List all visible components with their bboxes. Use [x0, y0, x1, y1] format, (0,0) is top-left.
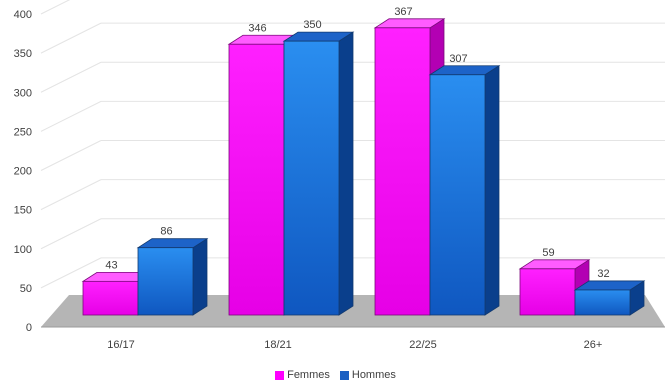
gridline-diagonal — [40, 61, 102, 93]
bar-front-face — [283, 40, 340, 316]
bar-front-face — [137, 247, 194, 316]
y-tick-label: 0 — [26, 322, 32, 334]
legend: Femmes Hommes — [0, 368, 671, 382]
bar-side-face — [338, 31, 354, 316]
bar-front-face — [228, 43, 285, 316]
x-tick-label: 22/25 — [409, 339, 437, 351]
data-label: 350 — [303, 19, 321, 31]
data-label: 367 — [394, 6, 412, 18]
gridline-diagonal — [40, 218, 102, 250]
bar — [136, 237, 209, 316]
gridline-diagonal — [40, 140, 102, 171]
bar-front-face — [82, 280, 139, 316]
data-label: 346 — [248, 22, 266, 34]
gridline-diagonal — [40, 0, 71, 15]
y-tick-label: 350 — [14, 48, 32, 60]
legend-item-hommes: Hommes — [339, 369, 396, 381]
y-tick-label: 250 — [14, 126, 32, 138]
bar-front-face — [429, 74, 486, 316]
gridline-diagonal — [40, 257, 102, 289]
legend-label-femmes: Femmes — [287, 369, 330, 381]
legend-swatch-hommes — [339, 370, 349, 380]
x-tick-label: 18/21 — [264, 339, 292, 351]
data-label: 43 — [105, 259, 117, 271]
y-tick-label: 100 — [14, 244, 32, 256]
gridline-diagonal — [40, 22, 102, 54]
bar-side-face — [484, 65, 500, 316]
bar-front-face — [574, 289, 631, 316]
data-label: 32 — [597, 268, 609, 280]
x-tick-label: 26+ — [584, 339, 603, 351]
gridline-diagonal — [40, 100, 102, 132]
bar — [428, 65, 501, 316]
data-label: 59 — [542, 247, 554, 259]
data-label: 307 — [449, 53, 467, 65]
data-label: 86 — [160, 226, 172, 238]
y-tick-label: 150 — [14, 205, 32, 217]
x-tick-label: 16/17 — [107, 339, 135, 351]
bar-side-face — [192, 237, 208, 316]
y-tick-label: 200 — [14, 166, 32, 178]
bar — [573, 280, 646, 316]
bar-front-face — [519, 268, 576, 316]
y-tick-label: 300 — [14, 87, 32, 99]
gridline-diagonal — [40, 179, 102, 211]
legend-swatch-femmes — [275, 370, 285, 380]
legend-item-femmes: Femmes — [275, 369, 330, 381]
bar-front-face — [374, 27, 431, 316]
legend-label-hommes: Hommes — [351, 369, 396, 381]
bar — [282, 31, 355, 316]
y-tick-label: 400 — [14, 9, 32, 21]
y-tick-label: 50 — [20, 283, 32, 295]
